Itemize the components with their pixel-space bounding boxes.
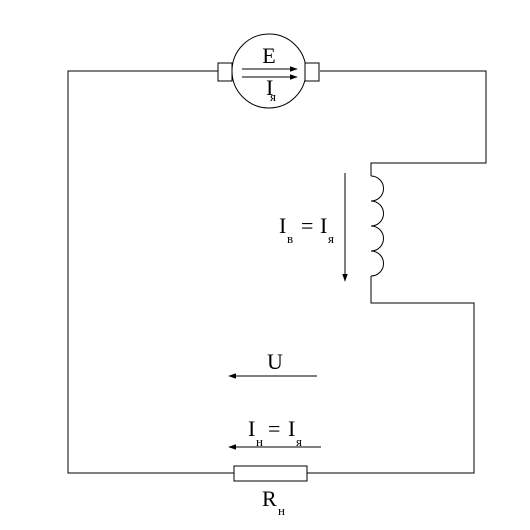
emf-label: E (262, 43, 275, 68)
load-resistor (233, 465, 308, 482)
voltage-label: U (267, 349, 283, 374)
load-current-label: I (248, 416, 255, 441)
load-equals-sign: = (268, 416, 280, 441)
load-armature-sub: я (296, 434, 302, 449)
field-armature-label: I (320, 213, 327, 238)
field-armature-sub: я (328, 231, 334, 246)
load-armature-label: I (288, 416, 295, 441)
armature-current-label: I (266, 75, 273, 100)
wire-left-loop (67, 70, 234, 474)
load-resistor-label: R (262, 486, 277, 511)
load-current-sub: н (256, 434, 263, 449)
field-current-equation: I в = I я (279, 213, 334, 246)
brush-left (217, 62, 233, 82)
wire-right-upper (320, 70, 487, 176)
armature-current-sub: я (270, 89, 276, 104)
load-current-equation: I н = I я (248, 416, 302, 449)
wire-right-lower (307, 276, 475, 474)
load-resistor-sub: н (278, 503, 285, 518)
field-winding-coil (370, 175, 384, 277)
brush-right (304, 62, 320, 82)
field-current-label: I (279, 213, 286, 238)
field-equals-sign: = (301, 213, 313, 238)
field-current-sub: в (287, 231, 293, 246)
generator-symbol: E I я (217, 33, 320, 109)
